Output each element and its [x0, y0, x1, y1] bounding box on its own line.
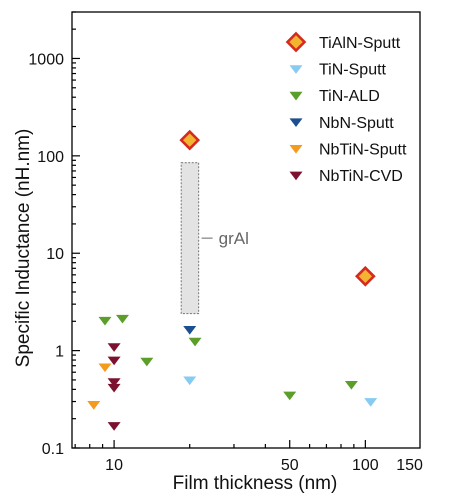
gral-label: grAl [219, 229, 249, 248]
annotation-layer: grAl [180, 162, 249, 315]
y-tick-label: 10 [46, 246, 64, 263]
y-axis-label: Specific Inductance (nH.nm) [13, 129, 34, 368]
x-tick-label: 10 [105, 457, 123, 474]
data-point [183, 376, 197, 386]
data-point [107, 383, 121, 393]
y-tick-label: 1000 [28, 51, 64, 68]
series-tin-sputt [183, 376, 378, 407]
data-point [107, 378, 121, 387]
legend-marker [289, 145, 303, 154]
legend-label: TiAlN-Sputt [319, 35, 401, 52]
series-tin-ald [98, 314, 358, 401]
data-point [364, 398, 378, 407]
data-point [107, 356, 121, 366]
data-point [188, 337, 202, 347]
legend: TiAlN-Sputt TiN-Sputt TiN-ALD NbN-Sputt NbTi… [285, 31, 407, 185]
data-point [98, 363, 112, 373]
x-tick-label: 150 [396, 457, 423, 474]
x-tick-label: 50 [281, 457, 299, 474]
data-point [344, 380, 358, 390]
legend-marker [285, 31, 307, 53]
legend-label: TiN-ALD [319, 88, 380, 105]
data-point [355, 265, 376, 287]
legend-label: NbTiN-CVD [319, 168, 403, 185]
data-point [179, 129, 201, 151]
series-nbtin-cvd [107, 343, 121, 431]
data-point [87, 401, 101, 410]
data-point [115, 314, 129, 324]
series-nbn-sputt [183, 326, 197, 335]
plot-frame [71, 11, 421, 449]
axes-layer: 0.1 1 10 100 1000 10 50 100 150 [28, 11, 423, 474]
legend-label: NbN-Sputt [319, 115, 394, 132]
series-nbtin-sputt [87, 363, 112, 410]
y-tick-label: 0.1 [42, 441, 64, 458]
legend-marker [289, 91, 303, 101]
legend-label: TiN-Sputt [319, 62, 387, 79]
x-tick-label: 100 [352, 457, 379, 474]
points-layer [87, 129, 378, 431]
legend-marker [289, 171, 303, 181]
data-point [98, 316, 112, 326]
series-tialn-sputt [179, 129, 376, 287]
x-axis-label: Film thickness (nm) [173, 473, 338, 494]
gral-range-box [180, 162, 200, 315]
data-point [107, 422, 121, 431]
data-point [283, 391, 297, 401]
y-tick-label: 100 [37, 149, 64, 166]
legend-marker [289, 118, 303, 128]
data-point [183, 326, 197, 335]
data-point [140, 357, 154, 367]
legend-label: NbTiN-Sputt [319, 141, 407, 158]
data-point [107, 343, 121, 352]
y-tick-label: 1 [55, 344, 64, 361]
legend-marker [289, 65, 303, 74]
